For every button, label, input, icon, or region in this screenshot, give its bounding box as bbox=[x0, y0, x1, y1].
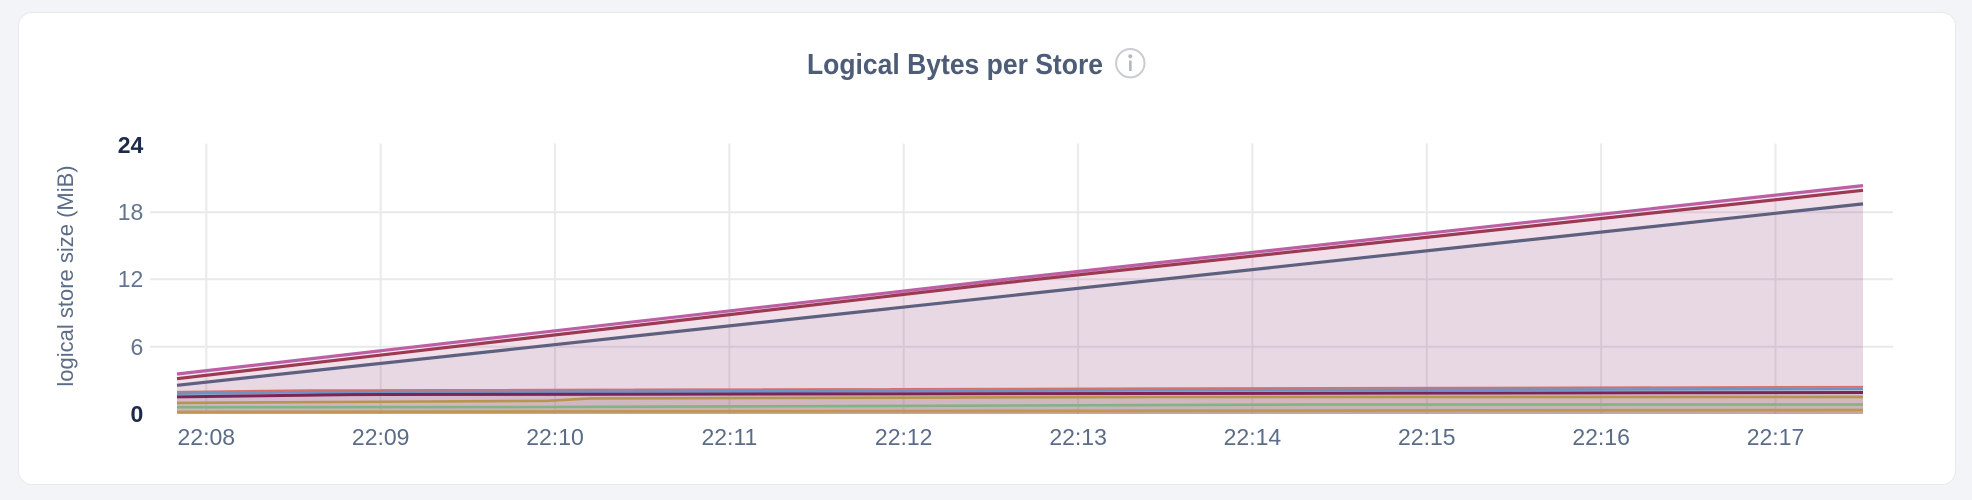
svg-text:Logical Bytes per Store: Logical Bytes per Store bbox=[807, 49, 1103, 81]
svg-text:22:09: 22:09 bbox=[352, 424, 410, 450]
svg-text:22:10: 22:10 bbox=[526, 424, 584, 450]
svg-text:6: 6 bbox=[131, 334, 144, 360]
svg-text:22:14: 22:14 bbox=[1224, 424, 1282, 450]
svg-text:18: 18 bbox=[118, 199, 144, 225]
svg-text:22:17: 22:17 bbox=[1747, 424, 1805, 450]
svg-text:22:15: 22:15 bbox=[1398, 424, 1456, 450]
svg-text:22:12: 22:12 bbox=[875, 424, 933, 450]
svg-text:22:16: 22:16 bbox=[1572, 424, 1630, 450]
svg-text:12: 12 bbox=[118, 266, 144, 292]
svg-text:22:13: 22:13 bbox=[1049, 424, 1107, 450]
svg-text:24: 24 bbox=[118, 132, 144, 158]
svg-text:0: 0 bbox=[131, 401, 144, 427]
svg-text:22:08: 22:08 bbox=[178, 424, 236, 450]
svg-text:logical store size (MiB): logical store size (MiB) bbox=[53, 165, 78, 386]
svg-text:22:11: 22:11 bbox=[701, 424, 757, 450]
